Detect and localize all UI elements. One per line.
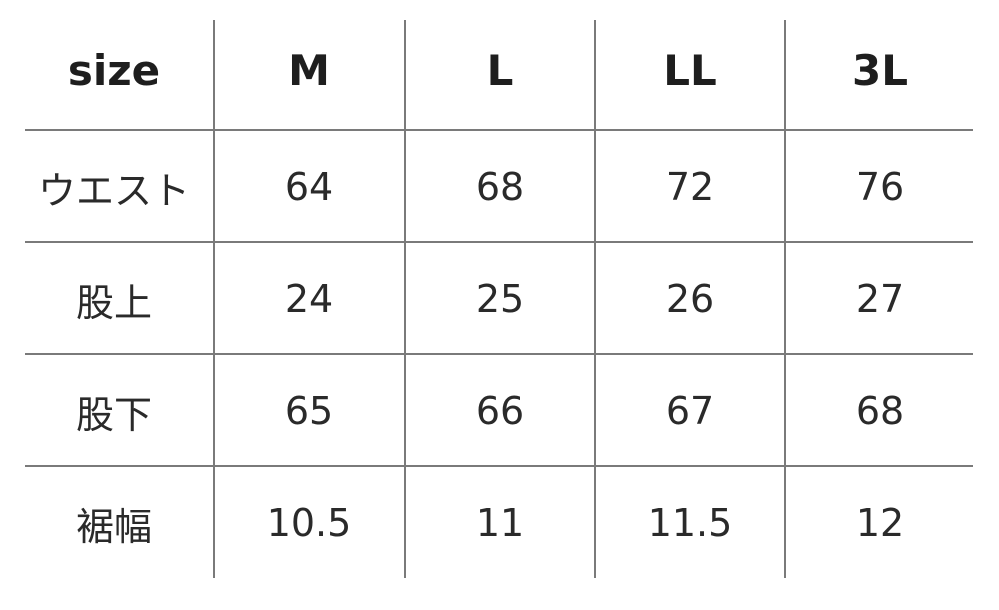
header-cell: L — [486, 45, 514, 95]
header-cell: M — [288, 45, 330, 95]
row-divider — [25, 353, 973, 355]
table-cell: 10.5 — [266, 501, 352, 545]
column-divider — [404, 20, 406, 578]
table-cell: 11 — [475, 501, 525, 545]
table-cell: 76 — [855, 165, 905, 209]
table-cell: 67 — [665, 389, 715, 433]
header-cell: LL — [663, 45, 717, 95]
table-cell: 64 — [284, 165, 334, 209]
table-cell: 72 — [665, 165, 715, 209]
column-divider — [213, 20, 215, 578]
table-cell: 27 — [855, 277, 905, 321]
row-divider — [25, 129, 973, 131]
row-divider — [25, 241, 973, 243]
row-label: 股下 — [75, 392, 152, 437]
header-cell: 3L — [852, 45, 908, 95]
table-cell: 68 — [855, 389, 905, 433]
table-cell: 26 — [665, 277, 715, 321]
table-cell: 11.5 — [647, 501, 733, 545]
column-divider — [594, 20, 596, 578]
row-label: 裾幅 — [75, 504, 152, 549]
column-divider — [784, 20, 786, 578]
row-label: ウエスト — [37, 168, 190, 213]
table-cell: 66 — [475, 389, 525, 433]
table-cell: 12 — [855, 501, 905, 545]
table-cell: 25 — [475, 277, 525, 321]
table-cell: 24 — [284, 277, 334, 321]
table-cell: 68 — [475, 165, 525, 209]
row-divider — [25, 465, 973, 467]
table-cell: 65 — [284, 389, 334, 433]
row-label: 股上 — [75, 280, 152, 325]
header-cell: size — [67, 45, 161, 95]
